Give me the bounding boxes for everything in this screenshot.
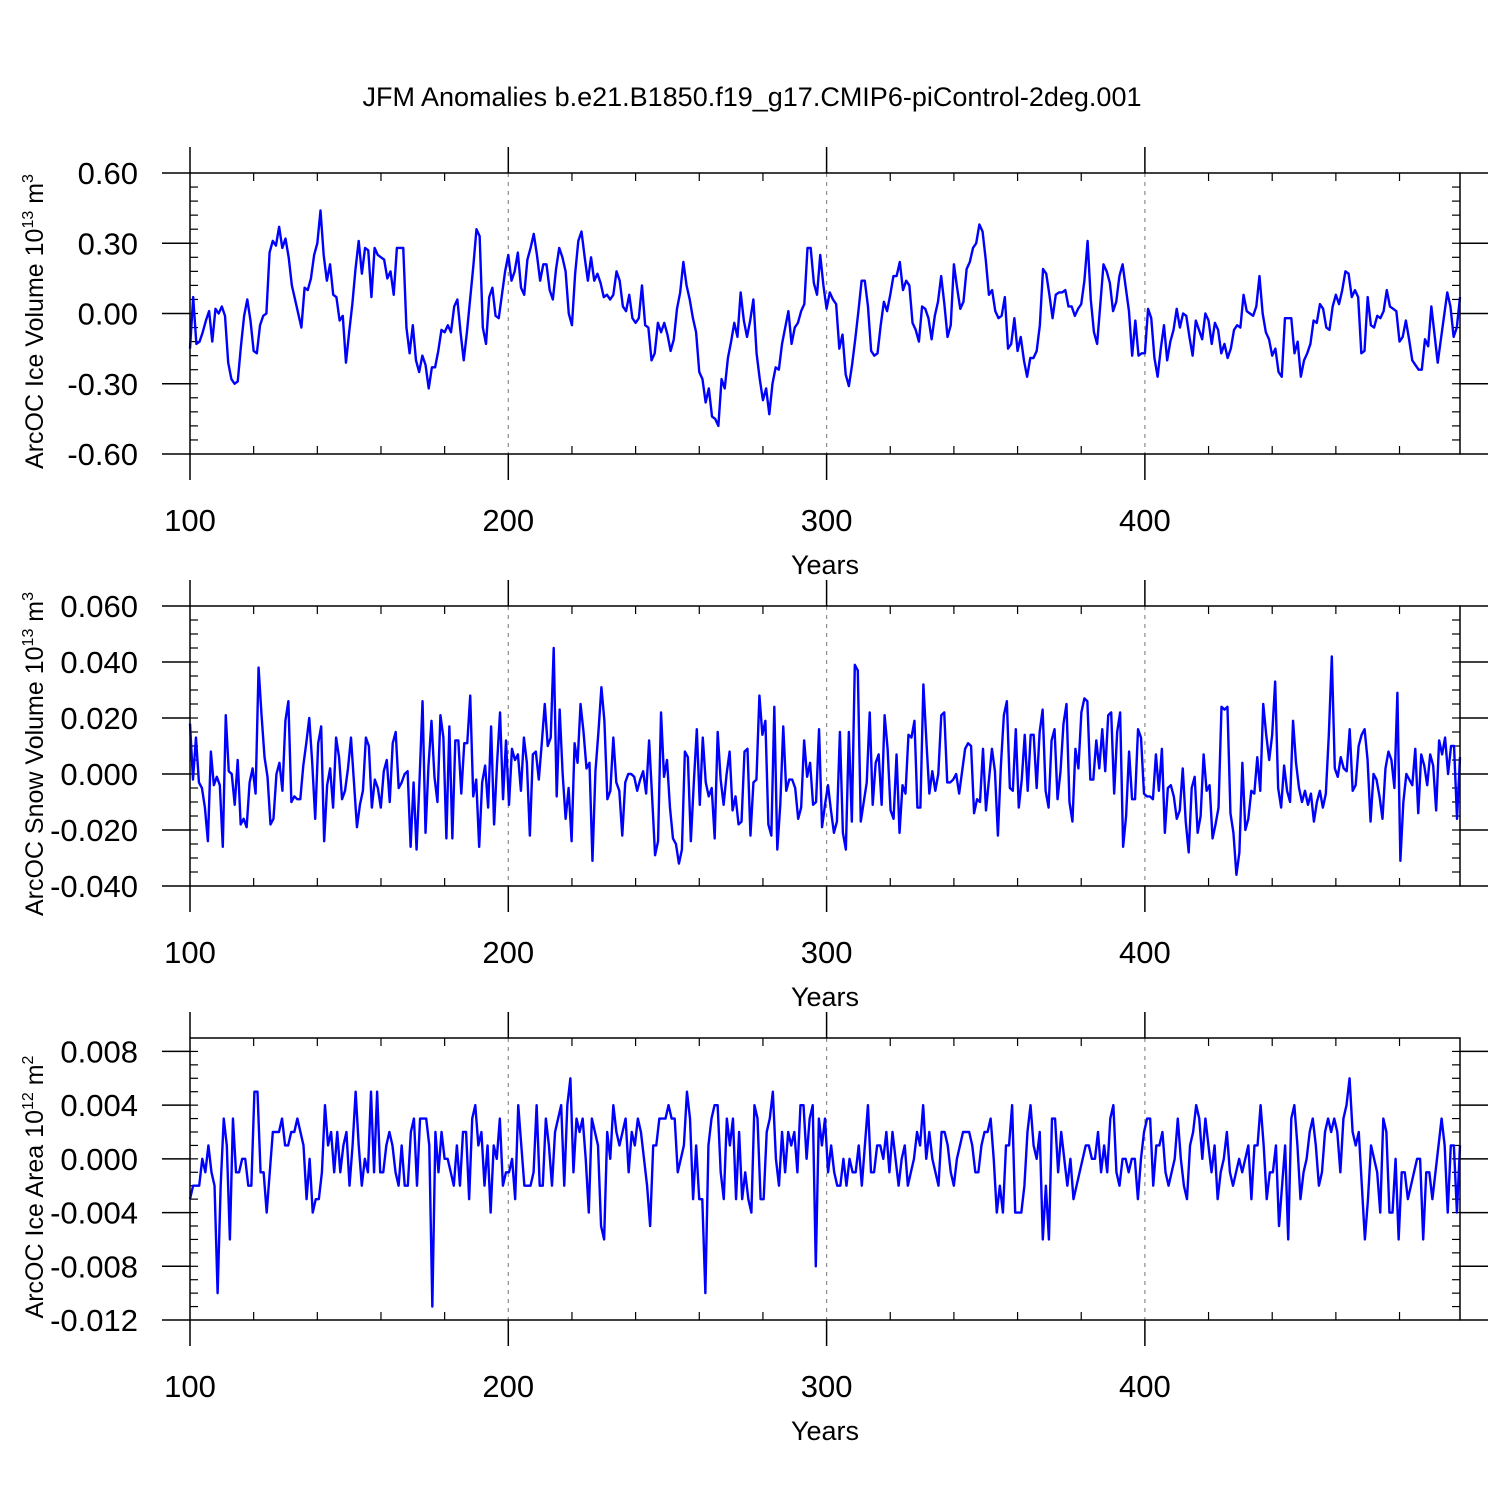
x-tick-label: 100 bbox=[164, 503, 216, 538]
x-tick-label: 400 bbox=[1119, 503, 1171, 538]
x-tick-label: 400 bbox=[1119, 935, 1171, 970]
y-tick-label: 0.020 bbox=[60, 701, 138, 736]
y-axis-label-superscript: 2 bbox=[20, 1055, 37, 1064]
x-axis-label: Years bbox=[791, 1416, 859, 1446]
y-tick-label: 0.60 bbox=[78, 156, 138, 191]
y-axis-label-text: m bbox=[21, 601, 49, 629]
x-tick-label: 400 bbox=[1119, 1369, 1171, 1404]
y-tick-label: 0.000 bbox=[60, 1142, 138, 1177]
y-axis-label: ArcOC Snow Volume 1013 m3 bbox=[20, 592, 49, 916]
plot-frame bbox=[189, 1037, 1461, 1321]
series-line bbox=[188, 209, 1462, 428]
y-tick-label: 0.008 bbox=[60, 1034, 138, 1069]
y-axis-label-text: m bbox=[21, 1064, 49, 1092]
y-axis-label-superscript: 3 bbox=[20, 592, 37, 601]
plot-frame bbox=[189, 605, 1461, 887]
figure-title: JFM Anomalies b.e21.B1850.f19_g17.CMIP6-… bbox=[363, 82, 1142, 112]
y-tick-label: -0.012 bbox=[50, 1303, 138, 1338]
y-tick-label: 0.000 bbox=[60, 757, 138, 792]
x-tick-label: 300 bbox=[801, 503, 853, 538]
panel-3: 100 200 300 400 0.008 0.004 0.000 -0.004 -0.008 -… bbox=[20, 1012, 1488, 1446]
y-tick-label: -0.040 bbox=[50, 869, 138, 904]
y-axis-label-superscript: 3 bbox=[20, 174, 37, 183]
panel-2: 100 200 300 400 0.060 0.040 0.020 0.000 -0.020 -0… bbox=[20, 580, 1488, 1012]
y-axis-label-superscript: 13 bbox=[20, 211, 37, 229]
x-tick-label: 200 bbox=[482, 935, 534, 970]
y-tick-label: 0.004 bbox=[60, 1088, 138, 1123]
panel-1: 100 200 300 400 0.60 0.30 0.00 -0.30 -0.60 Years A… bbox=[20, 147, 1488, 580]
y-axis-label-text: ArcOC Snow Volume 10 bbox=[21, 646, 49, 916]
x-tick-label: 300 bbox=[801, 1369, 853, 1404]
x-tick-label: 300 bbox=[801, 935, 853, 970]
y-axis-label-text: ArcOC Ice Area 10 bbox=[21, 1110, 49, 1318]
series-line bbox=[188, 1077, 1462, 1308]
chart-panels: 100 200 300 400 0.60 0.30 0.00 -0.30 -0.60 Years A… bbox=[20, 147, 1488, 1446]
y-tick-label: -0.30 bbox=[67, 367, 138, 402]
y-tick-label: 0.00 bbox=[78, 297, 138, 332]
y-tick-label: 0.060 bbox=[60, 589, 138, 624]
y-tick-label: -0.004 bbox=[50, 1196, 138, 1231]
x-tick-label: 200 bbox=[482, 1369, 534, 1404]
y-tick-label: -0.008 bbox=[50, 1249, 138, 1284]
x-axis-label: Years bbox=[791, 982, 859, 1012]
y-axis-label-text: ArcOC Ice Volume 10 bbox=[21, 229, 49, 469]
y-axis-label: ArcOC Ice Area 1012 m2 bbox=[20, 1055, 49, 1318]
series-line bbox=[188, 646, 1462, 876]
y-tick-label: 0.040 bbox=[60, 645, 138, 680]
y-axis-label-superscript: 13 bbox=[20, 629, 37, 647]
x-tick-label: 200 bbox=[482, 503, 534, 538]
x-axis-label: Years bbox=[791, 550, 859, 580]
x-tick-label: 100 bbox=[164, 1369, 216, 1404]
y-tick-label: -0.60 bbox=[67, 437, 138, 472]
x-tick-label: 100 bbox=[164, 935, 216, 970]
y-tick-label: 0.30 bbox=[78, 226, 138, 261]
y-tick-label: -0.020 bbox=[50, 813, 138, 848]
y-axis-label: ArcOC Ice Volume 1013 m3 bbox=[20, 174, 49, 469]
y-axis-label-superscript: 12 bbox=[20, 1092, 37, 1110]
plot-frame bbox=[189, 172, 1461, 455]
y-axis-label-text: m bbox=[21, 183, 49, 211]
